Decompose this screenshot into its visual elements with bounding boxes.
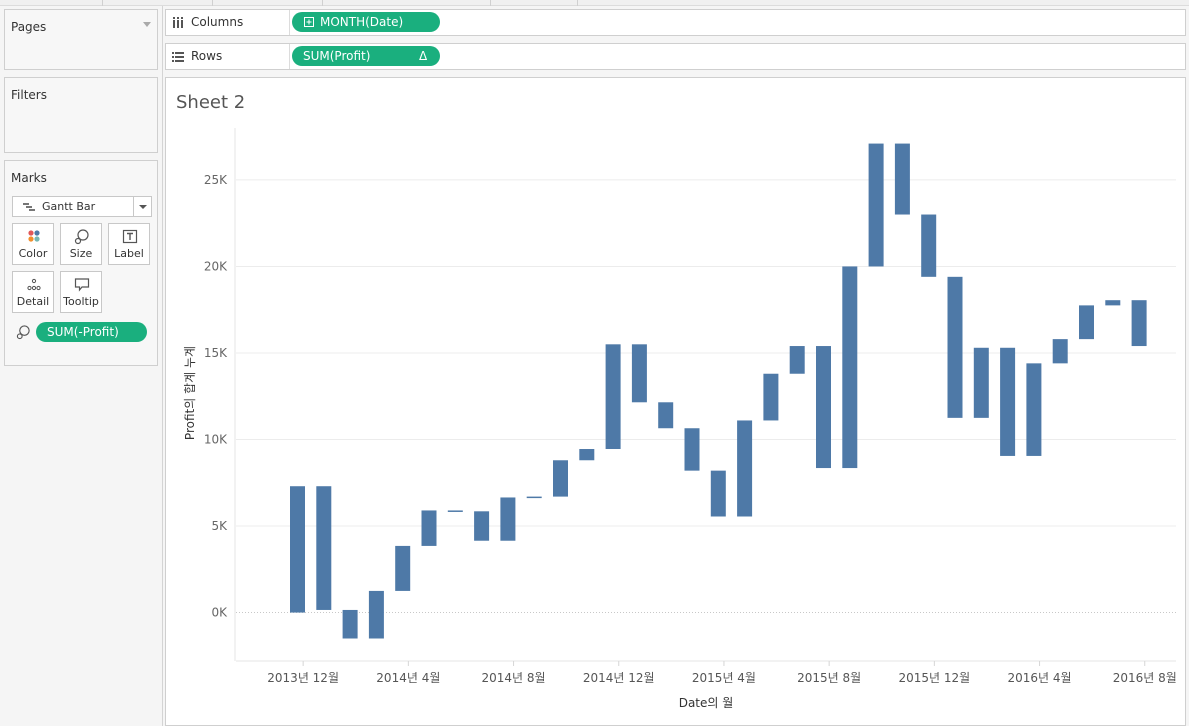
- gantt-bar: [1026, 363, 1042, 456]
- filters-card[interactable]: Filters: [4, 77, 158, 153]
- gantt-bar: [474, 511, 490, 541]
- expand-plus-icon[interactable]: [304, 17, 314, 27]
- gantt-bar: [1131, 300, 1147, 347]
- chevron-down-icon[interactable]: [143, 22, 151, 27]
- rows-shelf-label: Rows: [172, 44, 290, 69]
- gantt-bar: [1052, 339, 1068, 364]
- gantt-bar: [973, 347, 989, 418]
- detail-label: Detail: [16, 295, 50, 308]
- size-icon: [74, 229, 89, 245]
- gantt-bar: [316, 486, 332, 610]
- label-label: Label: [114, 247, 144, 260]
- x-tick-label: 2015년 8월: [797, 671, 861, 685]
- color-label: Color: [18, 247, 48, 260]
- mark-type-dropdown[interactable]: Gantt Bar: [12, 196, 152, 217]
- label-icon: [122, 229, 138, 244]
- sheet-title: Sheet 2: [176, 92, 246, 113]
- rows-field-pill-label: SUM(Profit): [303, 49, 371, 63]
- y-tick-label: 0K: [211, 606, 228, 620]
- gantt-bar: [605, 344, 621, 450]
- top-tab-strip: [0, 0, 1189, 6]
- gantt-bar: [658, 402, 674, 429]
- gantt-bar: [1000, 347, 1016, 456]
- color-palette-icon: [28, 230, 40, 242]
- color-button[interactable]: Color: [12, 223, 54, 265]
- gantt-bar: [894, 143, 910, 215]
- gantt-bar: [684, 428, 700, 471]
- x-tick-label: 2014년 4월: [376, 671, 440, 685]
- gantt-bar: [921, 214, 937, 277]
- gantt-bar: [368, 590, 384, 639]
- y-tick-label: 15K: [204, 346, 228, 360]
- y-tick-label: 20K: [204, 259, 228, 273]
- size-field-pill-label: SUM(-Profit): [47, 325, 119, 339]
- tooltip-icon: [74, 278, 90, 292]
- size-icon: [16, 325, 30, 340]
- marks-title: Marks: [11, 171, 47, 185]
- gantt-bar: [789, 346, 805, 374]
- detail-button[interactable]: Detail: [12, 271, 54, 313]
- gantt-waterfall-chart: 0K 5K 10K 15K 20K 25K 2013년 12월 2014년 4월 2014년 8…: [183, 128, 1177, 710]
- gantt-bar: [842, 266, 858, 469]
- gantt-bar: [290, 486, 305, 613]
- x-tick-label: 2015년 12월: [898, 671, 970, 685]
- x-tick-label: 2016년 8월: [1113, 671, 1177, 685]
- gantt-bar: [947, 276, 963, 418]
- gantt-bar: [579, 449, 595, 461]
- gantt-bar: [526, 496, 542, 499]
- gantt-bar: [500, 497, 516, 541]
- gantt-bar: [1105, 300, 1121, 306]
- size-field-pill[interactable]: SUM(-Profit): [36, 322, 147, 342]
- gantt-bar: [710, 470, 726, 517]
- rows-icon: [172, 52, 184, 62]
- columns-icon: [173, 17, 183, 28]
- rows-field-pill[interactable]: SUM(Profit) Δ: [292, 46, 440, 66]
- x-tick-label: 2014년 8월: [482, 671, 546, 685]
- gantt-bar-icon: [23, 203, 35, 211]
- table-calc-delta-icon: Δ: [419, 49, 428, 63]
- gantt-bar: [553, 460, 568, 497]
- gantt-bar: [816, 346, 831, 469]
- filters-title: Filters: [11, 88, 47, 102]
- pages-title: Pages: [11, 20, 47, 34]
- columns-field-pill-label: MONTH(Date): [320, 15, 404, 29]
- x-tick-label: 2014년 12월: [583, 671, 655, 685]
- columns-shelf-label: Columns: [172, 10, 290, 35]
- gantt-bar: [737, 420, 753, 517]
- sheet-view: Sheet 2 0K 5K 10K 15K 20K 25K 2013년 12월 2014년 4…: [165, 77, 1186, 726]
- gantt-bar: [631, 344, 647, 403]
- x-tick-label: 2016년 4월: [1008, 671, 1072, 685]
- y-tick-label: 10K: [204, 432, 228, 446]
- chevron-down-icon: [139, 205, 147, 209]
- rows-shelf[interactable]: Rows SUM(Profit) Δ: [165, 43, 1186, 70]
- gantt-bar: [447, 510, 463, 512]
- x-axis-title: Date의 월: [679, 696, 734, 710]
- gantt-bar: [342, 609, 358, 639]
- mark-type-label: Gantt Bar: [42, 200, 96, 213]
- left-sidebar: Pages Filters Marks Gantt Bar Color: [0, 6, 163, 726]
- y-tick-label: 5K: [211, 519, 228, 533]
- gantt-bar: [1079, 305, 1094, 340]
- gantt-bar: [421, 510, 437, 546]
- mark-type-dropdown-arrow[interactable]: [133, 197, 151, 216]
- x-tick-label: 2013년 12월: [267, 671, 339, 685]
- y-tick-label: 25K: [204, 173, 228, 187]
- tooltip-label: Tooltip: [63, 295, 99, 308]
- detail-icon: [27, 278, 41, 291]
- tooltip-button[interactable]: Tooltip: [60, 271, 102, 313]
- label-button[interactable]: Label: [108, 223, 150, 265]
- size-label: Size: [69, 247, 93, 260]
- columns-field-pill[interactable]: MONTH(Date): [292, 12, 440, 32]
- gantt-bar: [395, 545, 411, 591]
- pages-card[interactable]: Pages: [4, 9, 158, 70]
- y-axis-title: Profit의 합계 누계: [183, 346, 197, 440]
- gantt-bar: [763, 373, 779, 421]
- columns-shelf-title: Columns: [191, 15, 244, 29]
- rows-shelf-title: Rows: [191, 49, 223, 63]
- columns-shelf[interactable]: Columns MONTH(Date): [165, 9, 1186, 36]
- size-button[interactable]: Size: [60, 223, 102, 265]
- marks-card: Marks Gantt Bar Color Siz: [4, 160, 158, 366]
- x-tick-label: 2015년 4월: [692, 671, 756, 685]
- gantt-bar: [868, 143, 884, 267]
